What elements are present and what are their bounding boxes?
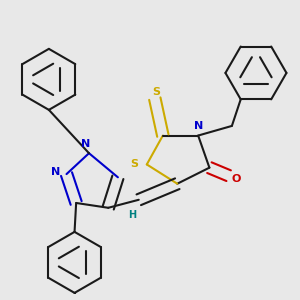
Text: H: H <box>128 210 136 220</box>
Text: S: S <box>152 87 160 97</box>
Text: O: O <box>231 174 240 184</box>
Text: N: N <box>80 139 90 148</box>
Text: S: S <box>130 159 138 170</box>
Text: N: N <box>194 121 203 131</box>
Text: N: N <box>51 167 60 178</box>
